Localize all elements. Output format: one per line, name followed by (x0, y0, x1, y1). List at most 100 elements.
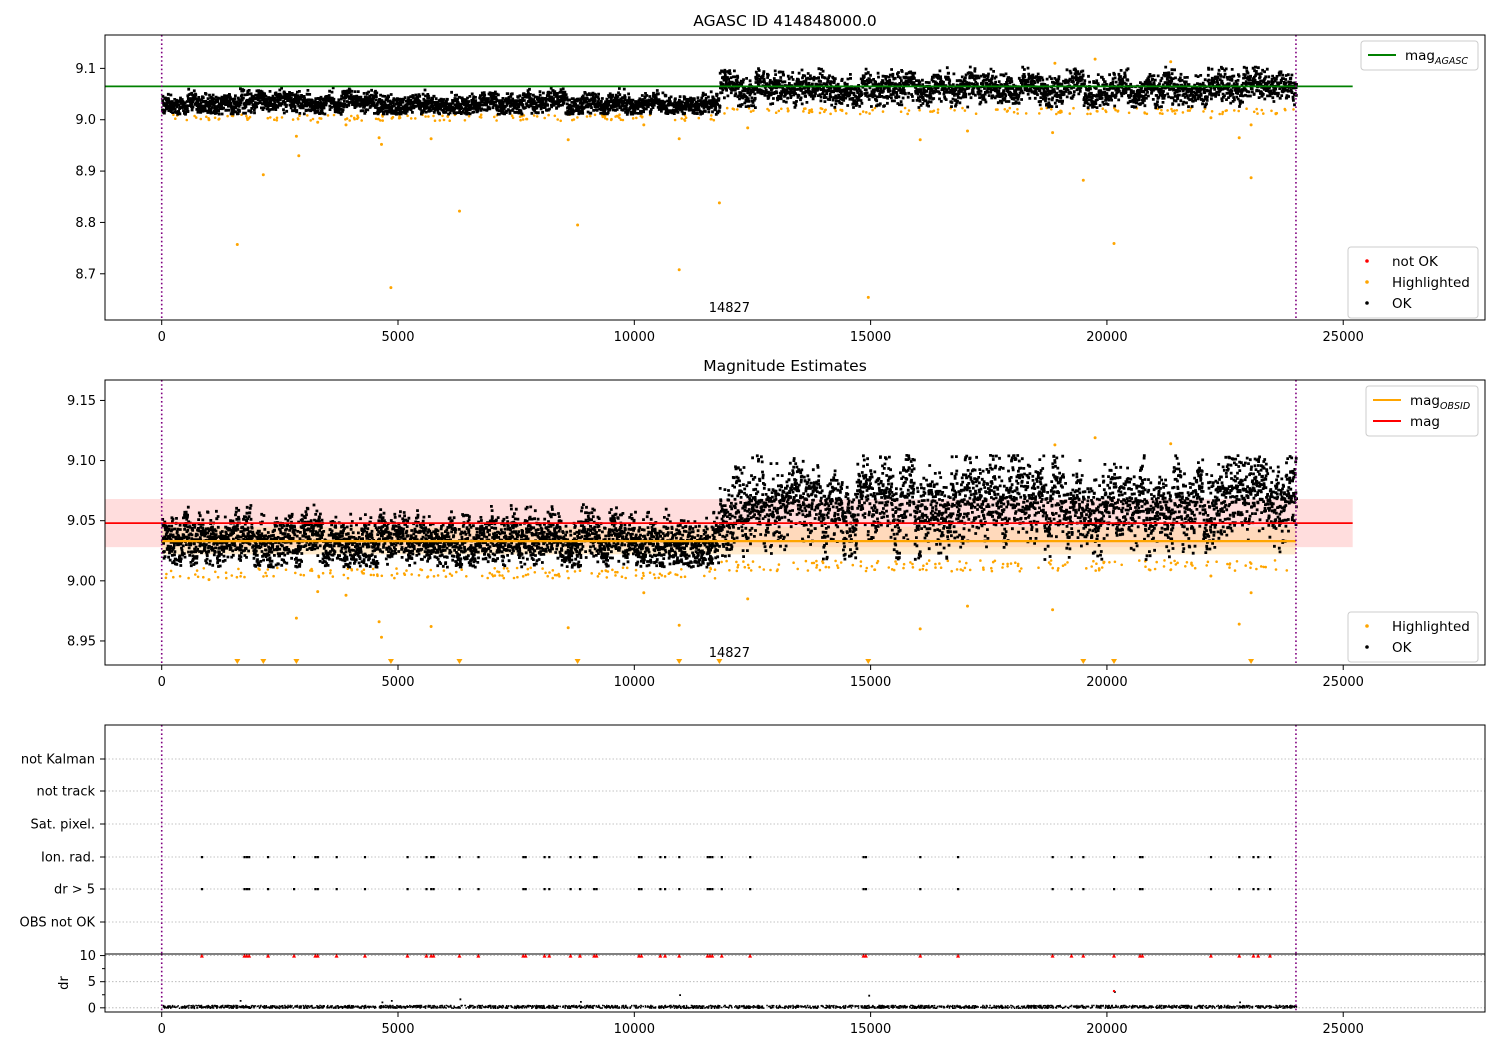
dr-clipped-marker (710, 953, 715, 958)
magnitude-lower-legend-label: OK (1392, 640, 1413, 656)
dr-xtick-label: 0 (158, 1022, 166, 1037)
agasc-xtick-label: 15000 (850, 330, 891, 345)
dr-clipped-marker (247, 953, 252, 958)
agasc-panel-content (105, 35, 1353, 320)
dr-clipped-marker (577, 953, 582, 958)
flag-row-label: Sat. pixel. (31, 818, 95, 833)
magnitude-xtick-label: 20000 (1086, 675, 1127, 690)
dr-not-ok-point (1112, 989, 1116, 993)
agasc-lower-legend-label: not OK (1392, 254, 1439, 270)
agasc-upper-legend-frame (1360, 40, 1479, 71)
magnitude-panel-ticks: 0 5000 10000 15000 20000 25000 8.95 9.00 9.05 9.1… (67, 394, 1364, 690)
dr-clipped-marker (547, 953, 552, 958)
agasc-panel-legend-upper: magAGASC (1360, 40, 1479, 71)
dr-clipped-marker (542, 953, 547, 958)
dr-ytick-label: 0 (88, 1001, 96, 1016)
dr-clipped-marker (719, 953, 724, 958)
magnitude-upper-legend-label: mag (1410, 414, 1440, 430)
below-range-marker (260, 659, 267, 664)
dr-clipped-marker (663, 953, 668, 958)
dr-clipped-marker (863, 953, 868, 958)
dr-clipped-marker (476, 953, 481, 958)
flags-panel-content (105, 725, 1485, 954)
flag-row-label: not track (36, 785, 95, 800)
agasc-segment-0-ok-points (161, 86, 722, 116)
dr-clipped-marker (431, 953, 436, 958)
agasc-panel-frame (104, 34, 1486, 321)
dr-clipped-marker (568, 953, 573, 958)
dr-xtick-label: 10000 (614, 1022, 655, 1037)
magnitude-panel-frame (104, 379, 1486, 666)
agasc-panel-obsid-annotation: 14827 (709, 301, 750, 316)
flags-panel: not Kalman not track Sat. pixel. Ion. rad. d… (20, 724, 1486, 955)
agasc-lower-legend-label: Highlighted (1392, 275, 1470, 291)
flag-row-label: dr > 5 (54, 883, 95, 898)
dr-panel-content (105, 953, 1485, 1012)
dr-panel-ticks: 0 5000 10000 15000 20000 25000 0 5 10 (79, 949, 1363, 1037)
dr-clipped-marker (405, 953, 410, 958)
dr-panel: 0 5000 10000 15000 20000 25000 0 5 10 dr (57, 949, 1486, 1037)
dr-clipped-marker (424, 953, 429, 958)
dr-clipped-marker (677, 953, 682, 958)
agasc-xtick-label: 0 (158, 330, 166, 345)
dr-clipped-marker (594, 953, 599, 958)
magnitude-ytick-label: 9.05 (67, 514, 96, 529)
magnitude-xtick-label: 5000 (381, 675, 414, 690)
dr-clipped-marker (956, 953, 961, 958)
dr-clipped-marker (1256, 953, 1261, 958)
agasc-lower-legend-label: OK (1392, 296, 1413, 312)
magnitude-lower-legend-marker-swatch (1365, 624, 1369, 628)
dr-clipped-marker (1050, 953, 1055, 958)
dr-ok-points (162, 1004, 1298, 1010)
dr-clipped-marker (1081, 953, 1086, 958)
dr-clipped-marker (1251, 953, 1256, 958)
agasc-panel-title: AGASC ID 414848000.0 (693, 12, 877, 30)
below-range-marker (716, 659, 723, 664)
dr-ytick-label: 5 (88, 975, 96, 990)
dr-clipped-marker (1069, 953, 1074, 958)
agasc-lower-legend-marker-swatch (1365, 280, 1369, 284)
dr-clipped-marker (1112, 953, 1117, 958)
magnitude-ytick-label: 9.10 (67, 454, 96, 469)
dr-ytick-label: 10 (79, 949, 96, 964)
magnitude-ytick-label: 9.15 (67, 394, 96, 409)
dr-panel-ylabel: dr (57, 976, 72, 990)
agasc-panel-ticks: 0 5000 10000 15000 20000 25000 8.7 8.8 8.9 9.0 9.1 (75, 62, 1364, 345)
agasc-lower-legend-marker-swatch (1365, 301, 1369, 305)
flag-row-label: Ion. rad. (41, 851, 95, 866)
dr-clipped-marker (292, 953, 297, 958)
below-range-marker (1248, 659, 1255, 664)
flags-panel-ticks: not Kalman not track Sat. pixel. Ion. rad. d… (20, 753, 105, 931)
agasc-upper-legend-subscript: AGASC (1434, 56, 1468, 67)
agasc-xtick-label: 20000 (1086, 330, 1127, 345)
magnitude-xtick-label: 15000 (850, 675, 891, 690)
dr-clipped-marker (334, 953, 339, 958)
magnitude-xtick-label: 25000 (1323, 675, 1364, 690)
magnitude-panel: Magnitude Estimates 0 5000 10000 15000 20000… (67, 357, 1486, 690)
agasc-lower-legend-frame (1347, 246, 1479, 319)
agasc-ytick-label: 8.8 (75, 216, 96, 231)
magnitude-lower-legend-marker-swatch (1365, 645, 1369, 649)
dr-clipped-marker (658, 953, 663, 958)
dr-panel-frame (104, 953, 1486, 1013)
below-range-marker (387, 659, 394, 664)
dr-clipped-marker (1267, 953, 1272, 958)
agasc-ytick-label: 9.1 (75, 62, 96, 77)
magnitude-ytick-label: 8.95 (67, 634, 96, 649)
agasc-xtick-label: 10000 (614, 330, 655, 345)
agasc-ytick-label: 9.0 (75, 113, 96, 128)
magnitude-panel-content (105, 380, 1353, 665)
dr-xtick-label: 15000 (850, 1022, 891, 1037)
agasc-xtick-label: 5000 (381, 330, 414, 345)
below-range-marker (676, 659, 683, 664)
below-range-marker (1111, 659, 1118, 664)
dr-clipped-marker (315, 953, 320, 958)
agasc-panel-legend-lower: not OK Highlighted OK (1347, 246, 1479, 319)
dr-clipped-marker (1237, 953, 1242, 958)
dr-clipped-marker (748, 953, 753, 958)
dr-clipped-marker (523, 953, 528, 958)
below-range-marker (574, 659, 581, 664)
magnitude-xtick-label: 10000 (614, 675, 655, 690)
